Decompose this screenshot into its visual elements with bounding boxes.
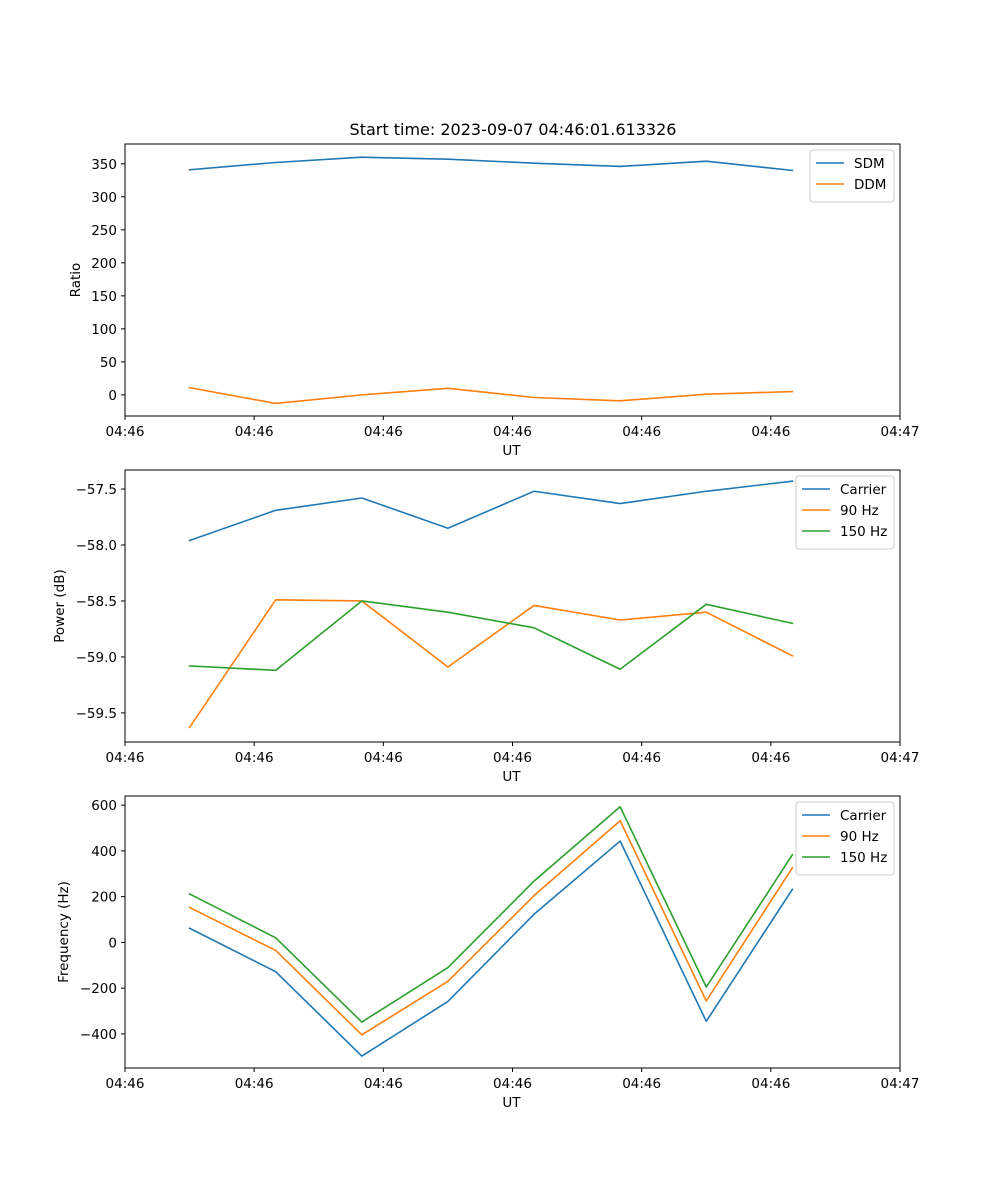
series-line-150-hz [188,805,794,1023]
legend-label-ddm: DDM [854,177,886,193]
x-tick-label: 04:46 [106,1076,145,1092]
subplots: 04:46 04:46 04:46 04:46 04:46 04:46 04:47 0 50 10… [52,143,920,1111]
y-tick-label: −59.5 [76,706,117,722]
x-tick-label: 04:46 [622,424,661,440]
x-tick-label: 04:46 [106,424,145,440]
subplot-2: 04:46 04:46 04:46 04:46 04:46 04:46 04:47 −59.5… [52,469,920,785]
x-tick-label: 04:46 [622,750,661,766]
x-tick-label: 04:46 [751,424,790,440]
series-line-carrier [188,840,794,1057]
y-tick-label: −58.0 [76,538,117,554]
y-axis-label: Power (dB) [52,569,68,642]
legend-label-sdm: SDM [854,156,885,172]
x-tick-label: 04:46 [493,1076,532,1092]
x-tick-label: 04:46 [235,424,274,440]
x-tick-label: 04:46 [622,1076,661,1092]
y-tick-label: 0 [108,388,117,404]
legend-label-90-hz: 90 Hz [840,829,879,845]
figure-title: Start time: 2023-09-07 04:46:01.613326 [350,120,677,139]
y-tick-label: −58.5 [76,594,117,610]
x-axis-label: UT [502,443,521,459]
legend-label-carrier: Carrier [840,482,887,498]
y-tick-label: 100 [91,322,117,338]
y-tick-label: −200 [80,981,117,997]
x-tick-label: 04:46 [235,1076,274,1092]
x-tick-label: 04:46 [751,1076,790,1092]
y-tick-label: 400 [91,844,117,860]
x-tick-label: 04:46 [235,750,274,766]
series-line-sdm [188,156,794,172]
x-tick-label: 04:46 [364,424,403,440]
y-tick-label: 50 [100,355,117,371]
subplot-1: 04:46 04:46 04:46 04:46 04:46 04:46 04:47 0 50 10… [68,143,920,459]
y-tick-label: 200 [91,890,117,906]
subplot-3: 04:46 04:46 04:46 04:46 04:46 04:46 04:47 −400 −… [56,795,920,1111]
x-tick-label: 04:46 [106,750,145,766]
x-tick-label: 04:47 [881,1076,920,1092]
y-tick-label: 150 [91,289,117,305]
legend: Carrier 90 Hz 150 Hz [795,475,895,550]
series-line-90-hz [188,599,794,729]
y-tick-label: −400 [80,1027,117,1043]
y-tick-label: 600 [91,798,117,814]
legend-label-150-hz: 150 Hz [840,850,887,866]
y-tick-label: −57.5 [76,482,117,498]
y-axis-label: Ratio [68,263,84,298]
x-tick-label: 04:47 [881,750,920,766]
series-line-ddm [188,386,794,405]
series-line-90-hz [188,819,794,1036]
y-tick-label: 0 [108,935,117,951]
x-tick-label: 04:46 [364,750,403,766]
x-tick-label: 04:47 [881,424,920,440]
y-axis-label: Frequency (Hz) [56,881,72,983]
legend-label-150-hz: 150 Hz [840,524,887,540]
x-axis-label: UT [502,769,521,785]
series-line-150-hz [188,600,794,672]
legend: Carrier 90 Hz 150 Hz [795,801,895,876]
y-tick-label: 200 [91,256,117,272]
legend-label-carrier: Carrier [840,808,887,824]
x-tick-label: 04:46 [493,750,532,766]
y-tick-label: −59.0 [76,650,117,666]
x-tick-label: 04:46 [493,424,532,440]
legend-label-90-hz: 90 Hz [840,503,879,519]
x-axis-label: UT [502,1095,521,1111]
x-tick-label: 04:46 [751,750,790,766]
y-tick-label: 250 [91,223,117,239]
y-tick-label: 300 [91,190,117,206]
legend: SDM DDM [809,149,895,203]
y-tick-label: 350 [91,157,117,173]
x-tick-label: 04:46 [364,1076,403,1092]
series-line-carrier [188,480,794,542]
